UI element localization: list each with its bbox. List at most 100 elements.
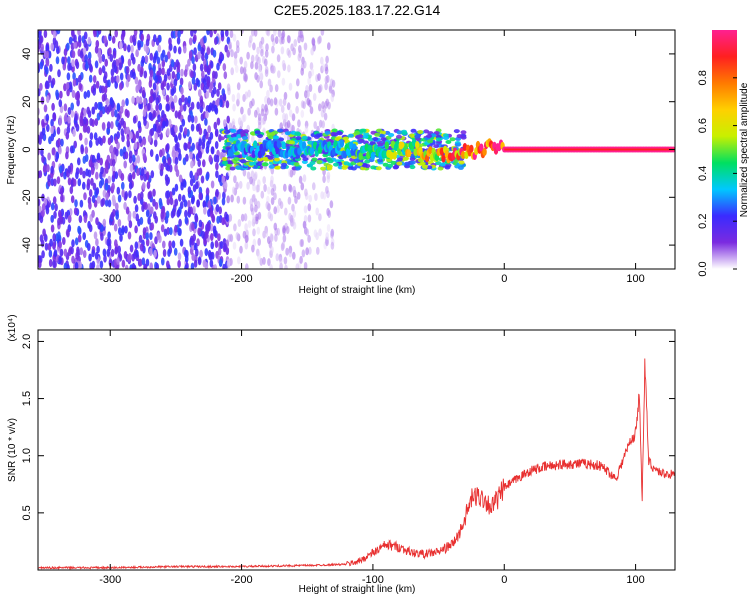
spectrogram-cell [251,244,255,253]
spectrogram-ridge-cell [346,148,351,156]
spectrogram-cell [45,58,50,67]
spectrogram-cell [209,223,214,232]
spectrogram-cell [92,87,96,96]
spectrogram-ridge-cell [339,139,345,148]
spectrogram-cell [123,201,127,210]
spectrogram-cell [318,213,322,222]
spectrogram-cell [76,246,80,255]
spectrogram-cell [140,66,144,75]
spectrogram-cell [304,188,308,197]
spectrogram-cell [218,136,225,141]
spectrogram-cell [96,264,100,269]
spectrogram-cell [160,53,164,61]
spectrogram-cell [287,50,292,58]
spectrogram-cell [173,95,178,103]
spectrogram-cell [228,213,233,222]
spectrogram-cell [255,213,259,222]
spectrogram-cell [294,195,298,204]
spectrogram-cell [198,192,203,201]
spectrogram-cell [199,38,204,47]
spectrogram-cell [408,133,415,138]
spectrogram-cell [213,104,218,113]
spectrogram-cell [134,241,139,250]
spectrogram-cell [235,65,239,73]
spectrogram-cell [105,192,109,201]
spectrogram-cell [87,51,92,60]
spectrogram-cell [140,33,144,42]
spectrogram-cell [409,165,416,170]
spectrogram-cell [160,224,165,233]
spectrogram-cell [252,183,256,192]
spectrogram-cell [396,161,403,166]
spectrogram-cell [104,58,108,67]
spectrogram-cell [90,177,94,186]
spectrogram-cell [94,161,99,170]
spectrogram-cell [152,188,156,197]
spectrogram-cell [99,260,104,269]
spectrogram-cell [276,205,280,213]
spectrogram-cell [167,248,171,257]
spectrogram-cell [244,223,248,232]
spectrogram-cell [84,146,89,155]
spectrogram-cell [221,160,228,165]
spectrogram-cell [300,67,305,76]
spectrogram-cell [266,30,271,37]
spectrogram-cell [390,160,397,165]
spectrogram-cell [293,39,298,47]
spectrogram-cell [307,203,312,212]
spectrogram-cell [43,30,48,38]
spectrogram-cell [235,165,242,170]
spectrogram-cell [145,209,150,218]
spectrogram-xlabel: Height of straight line (km) [299,285,416,296]
spectrogram-cell [133,30,138,37]
spectrogram-cell [216,88,220,97]
spectrogram-cell [256,74,260,83]
spectrogram-cell [82,124,87,133]
spectrogram-cell [259,257,264,266]
spectrogram-cell [174,143,179,152]
spectrogram-cell [115,202,119,211]
spectrogram-cell [216,62,220,71]
spectrogram-cell [252,238,257,247]
spectrogram-cell [58,255,62,264]
spectrogram-cell [199,249,203,258]
spectrogram-cell [239,56,243,65]
spectrogram-cell [74,113,78,122]
snr-xtick-label: -300 [99,574,121,586]
spectrogram-cell [247,89,251,98]
spectrogram-cell [230,49,234,58]
spectrogram-cell [218,174,222,183]
spectrogram-cell [117,122,121,131]
spectrogram-cell [205,187,210,196]
spectrogram-cell [196,199,200,208]
spectrogram-cell [288,109,293,118]
spectrogram-cell [195,77,200,86]
spectrogram-cell [215,204,220,213]
spectrogram-cell [320,56,324,65]
spectrogram-cell [325,185,329,194]
spectrogram-cell [317,36,321,45]
spectrogram-cell [281,77,286,86]
spectrogram-cell [103,85,108,94]
spectrogram-cell [401,131,408,136]
spectrogram-cell [66,264,70,269]
spectrogram-cell [71,239,75,248]
spectrogram-cell [252,214,256,223]
spectrogram-cell [274,36,279,45]
spectrogram-cell [126,126,130,135]
spectrogram-cell [195,181,199,190]
spectrogram-cell [274,157,280,162]
spectrogram-cell [308,84,313,92]
spectrogram-cell [192,205,196,214]
spectrogram-cell [189,206,193,215]
spectrogram-cell [249,176,253,185]
spectrogram-ridge-cell [358,152,363,161]
spectrogram-cell [267,78,272,87]
spectrogram-cell [210,241,214,250]
spectrogram-cell [233,57,238,66]
spectrogram-cell [178,193,182,202]
spectrogram-cell [117,168,122,177]
spectrogram-cell [71,255,75,264]
spectrogram-cell [267,186,271,195]
spectrogram-ridge-cell [464,151,469,159]
